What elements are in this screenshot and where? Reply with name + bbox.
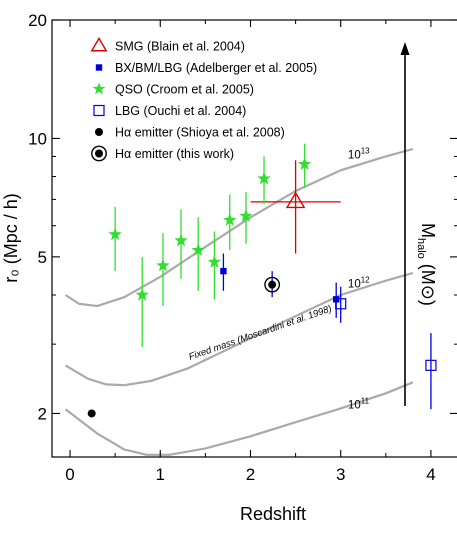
circle-marker <box>95 149 103 158</box>
star-marker <box>297 157 312 170</box>
y-tick-label: 10 <box>28 129 47 148</box>
star-marker <box>135 288 149 301</box>
ring-marker <box>91 145 107 162</box>
legend-label: SMG (Blain et al. 2004) <box>115 40 245 54</box>
star-marker <box>174 233 188 247</box>
mhalo-label: Mhalo (M⊙) <box>415 223 438 306</box>
star-marker <box>257 171 271 185</box>
legend-label: QSO (Croom et al. 2005) <box>115 83 254 97</box>
halo-mass-curve <box>64 381 414 456</box>
series-star <box>108 143 312 348</box>
curve-label: 1011 <box>348 396 370 411</box>
square-filled-marker <box>95 64 103 71</box>
star-marker <box>191 243 205 256</box>
legend-item: BX/BM/LBG (Adelberger et al. 2005) <box>95 61 317 75</box>
x-axis-title: Redshift <box>240 504 306 524</box>
circle-marker <box>87 409 96 418</box>
halo-mass-curve <box>64 147 414 308</box>
ring-marker <box>264 276 281 293</box>
axis-ticks: 0 1 2 3 4 2 5 10 20 <box>28 11 457 484</box>
mhalo-arrow <box>400 42 410 406</box>
series-circle-filled <box>87 409 96 418</box>
circle-marker <box>95 128 103 136</box>
legend-item: SMG (Blain et al. 2004) <box>90 36 245 54</box>
legend-item: Hα emitter (Shioya et al. 2008) <box>95 126 285 140</box>
x-tick-label: 1 <box>156 465 165 484</box>
star-marker <box>239 209 253 222</box>
legend-item: Hα emitter (this work) <box>91 145 234 162</box>
x-tick-label: 2 <box>246 465 255 484</box>
series-triangle-open <box>250 160 341 254</box>
y-axis-title: r₀ (Mpc / h) <box>1 193 21 282</box>
y-tick-label: 5 <box>38 248 47 267</box>
triangle-marker <box>285 191 306 209</box>
square-open-marker <box>425 359 437 371</box>
circle-marker <box>268 280 277 289</box>
star-marker <box>156 258 170 272</box>
halo-mass-curve <box>64 271 414 387</box>
y-tick-label: 2 <box>38 404 47 423</box>
legend-label: LBG (Ouchi et al. 2004) <box>115 104 246 118</box>
star-marker <box>207 255 222 268</box>
data-points <box>87 143 437 418</box>
x-tick-label: 4 <box>426 465 435 484</box>
curve-label: 1013 <box>348 146 370 161</box>
series-square-open <box>335 286 437 410</box>
legend-label: Hα emitter (this work) <box>115 147 234 161</box>
legend-item: LBG (Ouchi et al. 2004) <box>93 104 246 118</box>
legend: SMG (Blain et al. 2004) BX/BM/LBG (Adelbe… <box>90 36 317 162</box>
fixed-mass-label: Fixed mass (Moscardini et al. 1998) <box>187 303 333 362</box>
plot-frame <box>51 19 457 458</box>
x-tick-label: 0 <box>65 465 74 484</box>
square-filled-marker <box>220 267 227 275</box>
star-marker <box>108 227 122 241</box>
halo-mass-curves: 1013 1012 1011 <box>64 146 414 456</box>
triangle-marker <box>90 36 108 52</box>
legend-label: BX/BM/LBG (Adelberger et al. 2005) <box>115 61 317 75</box>
x-tick-label: 3 <box>336 465 345 484</box>
square-open-marker <box>93 104 105 117</box>
legend-label: Hα emitter (Shioya et al. 2008) <box>115 126 285 140</box>
legend-item: QSO (Croom et al. 2005) <box>92 82 254 97</box>
series-circle-ringed <box>264 271 281 298</box>
curve-label: 1012 <box>348 275 370 290</box>
y-tick-label: 20 <box>28 11 47 30</box>
star-marker <box>223 213 237 226</box>
star-marker <box>92 82 106 95</box>
square-open-marker <box>335 298 347 310</box>
